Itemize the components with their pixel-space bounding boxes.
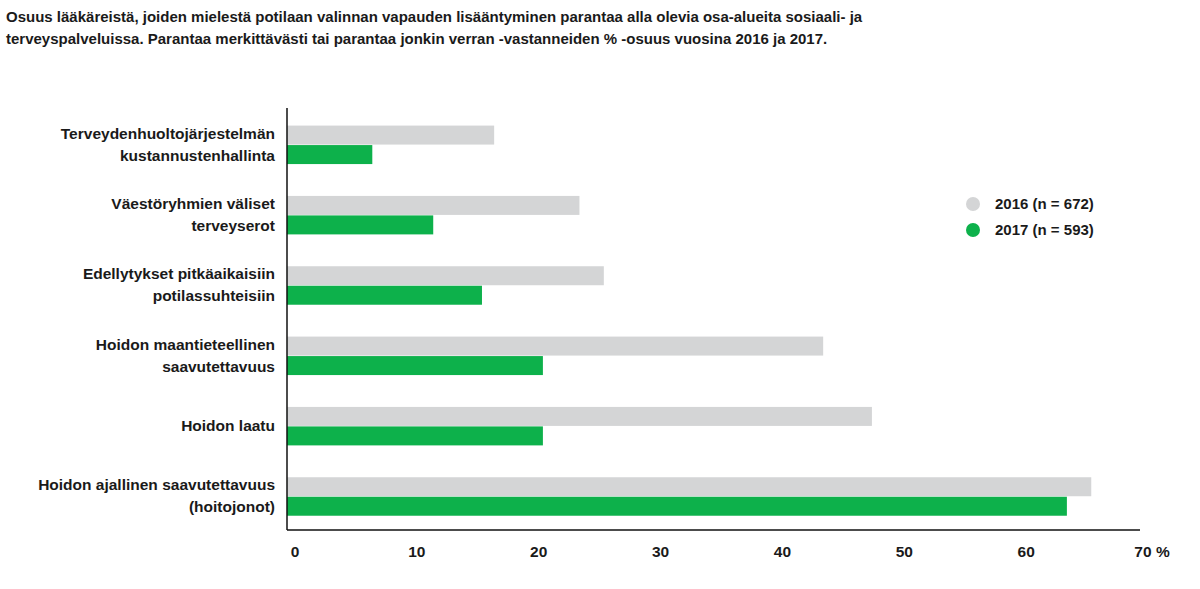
category-label-line: potilassuhteisiin bbox=[153, 287, 275, 304]
category-label-line: saavutettavuus bbox=[162, 358, 275, 375]
legend-swatch bbox=[966, 223, 980, 237]
bar bbox=[287, 196, 579, 215]
tick-label: 40 bbox=[774, 543, 791, 560]
title-line: terveyspalveluissa. Parantaa merkittäväs… bbox=[6, 30, 827, 47]
category-label-line: Edellytykset pitkäaikaisiin bbox=[83, 265, 275, 282]
category-label-line: Terveydenhuoltojärjestelmän bbox=[61, 125, 275, 142]
category-label-line: kustannustenhallinta bbox=[120, 147, 275, 164]
title: Osuus lääkäreistä, joiden mielestä potil… bbox=[6, 8, 863, 47]
category-label: Hoidon maantieteellinen saavutettavuus bbox=[96, 336, 275, 375]
category-label: Hoidon laatu bbox=[181, 417, 275, 434]
bar bbox=[287, 145, 372, 164]
category-label-line: Hoidon ajallinen saavutettavuus bbox=[38, 476, 275, 493]
x-axis bbox=[287, 529, 1140, 531]
category-label: Edellytykset pitkäaikaisiin potilassuhtei… bbox=[83, 265, 275, 304]
legend-label: 2017 (n = 593) bbox=[995, 221, 1094, 238]
bar bbox=[287, 426, 543, 445]
tick-label: 30 bbox=[652, 543, 669, 560]
legend-swatch bbox=[966, 197, 980, 211]
bars bbox=[287, 126, 1091, 516]
bar bbox=[287, 497, 1067, 516]
category-label-line: Väestöryhmien väliset bbox=[111, 195, 275, 212]
category-label: Hoidon ajallinen saavutettavuus (hoitojon… bbox=[38, 476, 275, 515]
category-label-line: (hoitojonot) bbox=[189, 498, 275, 515]
title-line: Osuus lääkäreistä, joiden mielestä potil… bbox=[6, 8, 863, 25]
y-axis bbox=[286, 108, 288, 530]
category-label-line: Hoidon laatu bbox=[181, 417, 275, 434]
category-label: Väestöryhmien väliset terveyserot bbox=[111, 195, 275, 234]
bar bbox=[287, 477, 1091, 496]
bar bbox=[287, 407, 872, 426]
category-label-line: Hoidon maantieteellinen bbox=[96, 336, 275, 353]
category-label-line: terveyserot bbox=[191, 217, 275, 234]
tick-label: 70 % bbox=[1134, 543, 1170, 560]
chart: Osuus lääkäreistä, joiden mielestä potil… bbox=[0, 0, 1200, 589]
bar bbox=[287, 337, 823, 356]
tick-label: 50 bbox=[896, 543, 913, 560]
bar bbox=[287, 126, 494, 145]
tick-label: 10 bbox=[408, 543, 425, 560]
bar bbox=[287, 356, 543, 375]
bar bbox=[287, 286, 482, 305]
bar bbox=[287, 266, 604, 285]
tick-label: 60 bbox=[1018, 543, 1035, 560]
bar bbox=[287, 215, 433, 234]
category-label: Terveydenhuoltojärjestelmän kustannustenh… bbox=[61, 125, 276, 164]
tick-label: 0 bbox=[291, 543, 300, 560]
tick-label: 20 bbox=[530, 543, 547, 560]
legend-label: 2016 (n = 672) bbox=[995, 195, 1094, 212]
